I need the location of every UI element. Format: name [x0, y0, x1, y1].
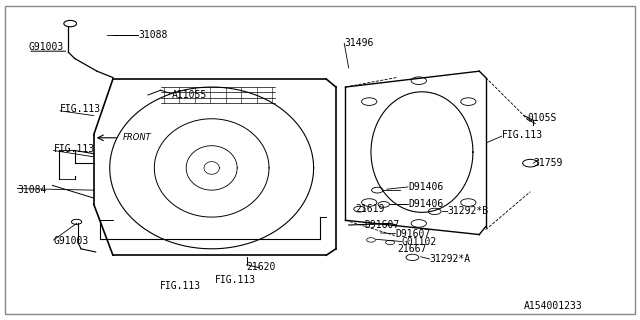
Text: 21667: 21667 [397, 244, 427, 254]
Text: FIG.113: FIG.113 [54, 144, 95, 154]
Text: 21619: 21619 [355, 204, 385, 214]
Text: FIG.113: FIG.113 [159, 281, 200, 291]
Text: FIG.113: FIG.113 [502, 130, 543, 140]
Text: D91607: D91607 [395, 228, 431, 239]
Text: G91003: G91003 [54, 236, 89, 246]
Text: 21620: 21620 [246, 262, 276, 272]
Text: A154001233: A154001233 [524, 301, 582, 311]
Text: G91003: G91003 [28, 42, 63, 52]
Text: FRONT: FRONT [122, 133, 151, 142]
Text: A11055: A11055 [172, 90, 207, 100]
Text: G01102: G01102 [401, 236, 437, 246]
Text: D91607: D91607 [365, 220, 400, 230]
Text: 31496: 31496 [344, 38, 374, 48]
Text: D91406: D91406 [408, 199, 443, 209]
Text: 31084: 31084 [17, 185, 47, 195]
Text: FIG.113: FIG.113 [60, 104, 101, 114]
Text: 31292*B: 31292*B [447, 206, 488, 216]
Text: D91406: D91406 [408, 182, 443, 192]
Text: 31088: 31088 [138, 30, 168, 40]
Text: 0105S: 0105S [527, 113, 556, 123]
Text: 31292*A: 31292*A [429, 254, 471, 264]
Text: FIG.113: FIG.113 [215, 275, 256, 285]
Text: 31759: 31759 [534, 158, 563, 168]
